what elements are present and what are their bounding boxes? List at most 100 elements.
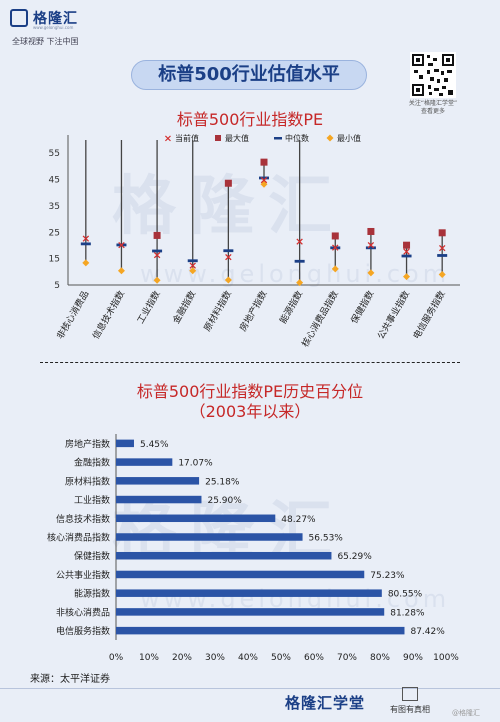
category-label: 房地产指数 [65,438,110,450]
median-point [187,259,198,263]
category-label: 非核心消费品 [56,606,110,618]
min-point [331,265,339,273]
watermark-top-url: www.gelonghui.com [140,260,451,288]
max-point [331,232,339,240]
median-point [437,254,448,257]
bar-value-label: 25.18% [205,477,240,487]
category-label: 金融指数 [74,457,110,469]
current-point: × [117,239,126,252]
x-tick-label: 信息技术指数 [90,289,127,342]
section-divider [40,362,460,363]
x-tick-label: 20% [172,653,192,663]
min-point [117,267,125,275]
max-point [260,158,268,166]
category-label: 电信服务指数 [56,625,110,637]
current-point: × [188,259,197,272]
category-label: 信息技术指数 [56,513,110,525]
x-tick-label: 70% [337,653,357,663]
min-point [153,276,161,284]
footer-divider [0,688,500,689]
bar [116,589,382,597]
category-label: 原材料指数 [65,475,110,487]
brand-logo-text: 格隆汇 [33,11,78,27]
x-tick-label: 工业指数 [134,289,162,326]
bar-value-label: 75.23% [370,571,405,581]
min-point [82,259,90,267]
bar-value-label: 87.42% [410,627,445,637]
median-point [259,176,269,180]
bar [116,477,200,485]
legend-label: 中位数 [285,133,309,143]
min-point [224,276,232,284]
legend-marker-current: × [164,134,172,145]
y-tick-label: 5 [54,281,60,291]
max-point [224,179,232,187]
bar-value-label: 17.07% [178,459,213,469]
bar-value-label: 56.53% [309,534,344,544]
current-point: × [438,242,447,255]
watermark-top: 格隆汇 [112,170,346,244]
max-point [367,227,375,235]
chart1-title: 标普500行业指数PE [176,110,324,129]
x-tick-label: 核心消费品指数 [299,289,341,350]
current-point: × [366,238,375,251]
y-tick-label: 45 [49,176,60,186]
page-title: 标普500行业估值水平 [158,64,340,85]
median-point [330,246,341,250]
max-point [403,241,411,249]
median-point [294,259,305,263]
current-point: × [402,245,411,258]
x-tick-label: 10% [139,653,159,663]
bar-value-label: 81.28% [390,608,425,618]
x-tick-label: 0% [109,653,124,663]
x-tick-label: 30% [205,653,225,663]
x-tick-label: 非核心消费品 [54,289,91,342]
bar-value-label: 48.27% [281,515,316,525]
category-label: 核心消费品指数 [47,532,110,544]
qr-caption-line1: 关注“格隆汇学堂” [408,100,458,107]
min-point [438,270,446,278]
max-point [438,229,446,237]
category-label: 公共事业指数 [56,569,110,581]
bar-value-label: 5.45% [140,440,169,450]
x-tick-label: 40% [238,653,258,663]
chart2-title-block: 标普500行业指数PE历史百分位 （2003年以来） [0,382,500,422]
bar [116,608,385,616]
median-point [152,249,163,253]
chart2-subtitle: （2003年以来） [189,402,311,421]
bar [116,439,134,448]
current-point: × [152,248,161,261]
brand-logo-url: www.gelonghui.com [33,25,74,30]
x-tick-label: 电信服务指数 [410,289,447,342]
x-tick-label: 原材料指数 [201,289,234,334]
x-tick-label: 60% [304,653,324,663]
footer-subtitle: 有图有真相 [390,705,430,714]
qr-caption: 关注“格隆汇学堂” 查看更多 [398,100,468,116]
min-point [189,267,197,275]
chart2-title: 标普500行业指数PE历史百分位 [136,382,364,401]
x-tick-label: 金融指数 [170,289,198,326]
bar [116,551,332,560]
median-point [365,246,376,250]
legend-label: 最大值 [225,133,249,143]
current-point: × [81,232,90,245]
chart-icon [402,687,418,701]
y-tick-label: 15 [49,255,60,265]
median-point [116,243,127,247]
current-point: × [295,235,304,248]
legend-label: 当前值 [175,133,199,143]
x-tick-label: 100% [433,653,459,663]
bar [116,626,405,635]
bar [116,533,303,541]
category-label: 工业指数 [74,494,110,506]
legend-label: 最小值 [337,133,361,143]
median-point [223,249,234,253]
legend-marker-median [274,137,282,140]
bar [116,570,365,579]
min-point [367,269,375,277]
bar-value-label: 65.29% [337,552,372,562]
footer-watermark: @格隆汇 [452,709,480,717]
source-note: 来源：太平洋证券 [30,674,110,685]
